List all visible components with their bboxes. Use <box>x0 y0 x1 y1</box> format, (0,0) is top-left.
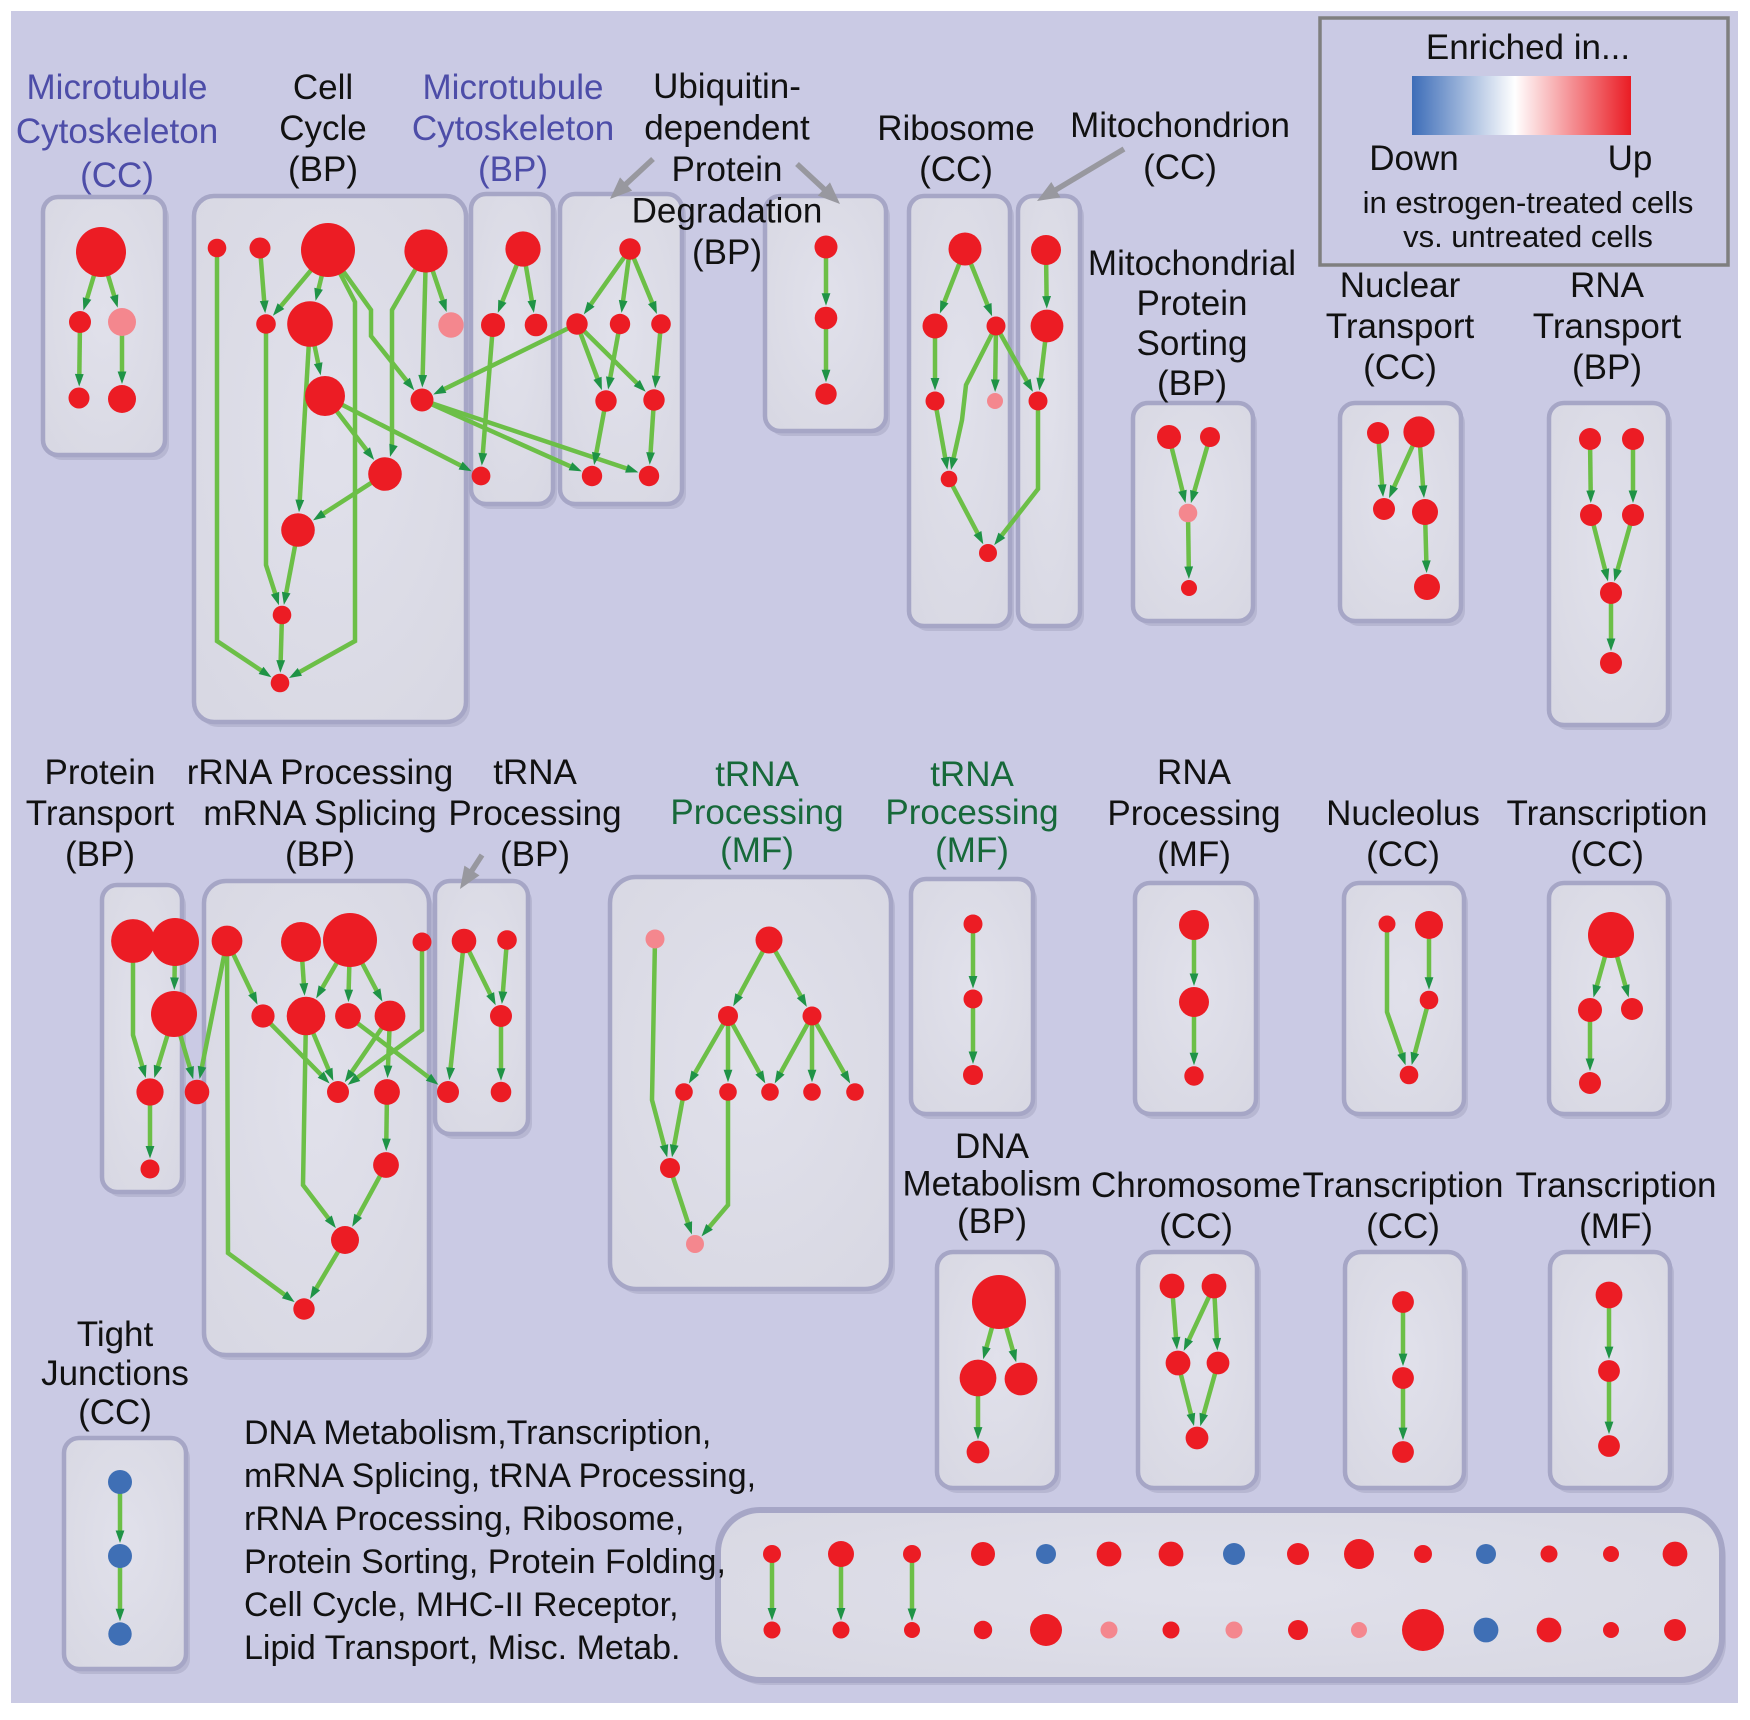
svg-text:(CC): (CC) <box>1159 1207 1233 1246</box>
svg-text:Processing: Processing <box>1107 794 1280 833</box>
svg-text:Microtubule: Microtubule <box>423 68 604 107</box>
svg-text:rRNA Processing: rRNA Processing <box>187 753 453 792</box>
svg-text:Ribosome: Ribosome <box>877 109 1035 148</box>
svg-text:Cytoskeleton: Cytoskeleton <box>412 109 614 148</box>
svg-text:tRNA: tRNA <box>715 755 799 794</box>
svg-text:(CC): (CC) <box>1366 835 1440 874</box>
svg-text:(MF): (MF) <box>720 831 794 870</box>
svg-text:Degradation: Degradation <box>632 192 823 231</box>
svg-text:Nucleolus: Nucleolus <box>1326 794 1480 833</box>
svg-text:(CC): (CC) <box>1143 148 1217 187</box>
svg-text:tRNA: tRNA <box>493 753 577 792</box>
svg-text:Cell: Cell <box>293 68 353 107</box>
svg-text:(MF): (MF) <box>1579 1207 1653 1246</box>
svg-text:Mitochondrion: Mitochondrion <box>1070 106 1290 145</box>
svg-text:(CC): (CC) <box>919 150 993 189</box>
svg-text:Protein: Protein <box>672 150 783 189</box>
svg-text:Microtubule: Microtubule <box>27 68 208 107</box>
svg-text:(MF): (MF) <box>1157 835 1231 874</box>
svg-text:rRNA Processing, Ribosome,: rRNA Processing, Ribosome, <box>244 1500 684 1538</box>
svg-text:Junctions: Junctions <box>41 1354 189 1393</box>
svg-text:DNA Metabolism,Transcription,: DNA Metabolism,Transcription, <box>244 1414 711 1452</box>
svg-text:(MF): (MF) <box>935 831 1009 870</box>
svg-text:Transport: Transport <box>1533 307 1682 346</box>
svg-text:(CC): (CC) <box>1363 348 1437 387</box>
svg-text:Cytoskeleton: Cytoskeleton <box>16 112 218 151</box>
svg-text:Protein Sorting, Protein Foldi: Protein Sorting, Protein Folding, <box>244 1543 726 1581</box>
svg-text:(BP): (BP) <box>65 835 135 874</box>
svg-text:(BP): (BP) <box>692 233 762 272</box>
svg-text:Tight: Tight <box>77 1315 154 1354</box>
svg-text:mRNA Splicing: mRNA Splicing <box>203 794 436 833</box>
svg-text:RNA: RNA <box>1157 753 1232 792</box>
svg-text:(BP): (BP) <box>288 150 358 189</box>
svg-text:(CC): (CC) <box>1366 1207 1440 1246</box>
svg-text:tRNA: tRNA <box>930 755 1014 794</box>
svg-text:Chromosome: Chromosome <box>1091 1166 1301 1205</box>
svg-text:Processing: Processing <box>670 793 843 832</box>
svg-text:Metabolism: Metabolism <box>903 1165 1082 1204</box>
svg-text:Transcription: Transcription <box>1516 1166 1717 1205</box>
svg-text:(BP): (BP) <box>1157 364 1227 403</box>
svg-text:in estrogen-treated cells: in estrogen-treated cells <box>1363 185 1694 220</box>
svg-text:Enriched in...: Enriched in... <box>1426 28 1630 67</box>
svg-text:DNA: DNA <box>955 1127 1030 1166</box>
svg-text:vs. untreated cells: vs. untreated cells <box>1403 219 1653 254</box>
svg-text:RNA: RNA <box>1570 266 1645 305</box>
svg-text:(BP): (BP) <box>957 1202 1027 1241</box>
svg-text:Ubiquitin-: Ubiquitin- <box>653 67 801 106</box>
svg-text:Lipid Transport, Misc. Metab.: Lipid Transport, Misc. Metab. <box>244 1629 681 1667</box>
svg-text:Sorting: Sorting <box>1137 324 1248 363</box>
svg-text:(BP): (BP) <box>285 835 355 874</box>
svg-text:Transport: Transport <box>26 794 175 833</box>
svg-text:(CC): (CC) <box>1570 835 1644 874</box>
svg-text:Protein: Protein <box>1137 284 1248 323</box>
svg-text:mRNA Splicing, tRNA Processing: mRNA Splicing, tRNA Processing, <box>244 1457 756 1495</box>
svg-text:dependent: dependent <box>644 109 810 148</box>
svg-text:Transcription: Transcription <box>1507 794 1708 833</box>
svg-text:Up: Up <box>1608 139 1653 178</box>
svg-text:Mitochondrial: Mitochondrial <box>1088 244 1296 283</box>
svg-text:Processing: Processing <box>448 794 621 833</box>
svg-text:Down: Down <box>1369 139 1458 178</box>
svg-text:(CC): (CC) <box>80 156 154 195</box>
svg-text:(BP): (BP) <box>478 150 548 189</box>
svg-text:Cell Cycle, MHC-II Receptor,: Cell Cycle, MHC-II Receptor, <box>244 1586 679 1624</box>
svg-text:Transcription: Transcription <box>1303 1166 1504 1205</box>
svg-text:Cycle: Cycle <box>279 109 367 148</box>
svg-text:Protein: Protein <box>45 753 156 792</box>
svg-text:(BP): (BP) <box>500 835 570 874</box>
svg-text:Processing: Processing <box>885 793 1058 832</box>
svg-text:(CC): (CC) <box>78 1393 152 1432</box>
svg-text:Nuclear: Nuclear <box>1340 266 1461 305</box>
svg-text:Transport: Transport <box>1326 307 1475 346</box>
svg-text:(BP): (BP) <box>1572 348 1642 387</box>
